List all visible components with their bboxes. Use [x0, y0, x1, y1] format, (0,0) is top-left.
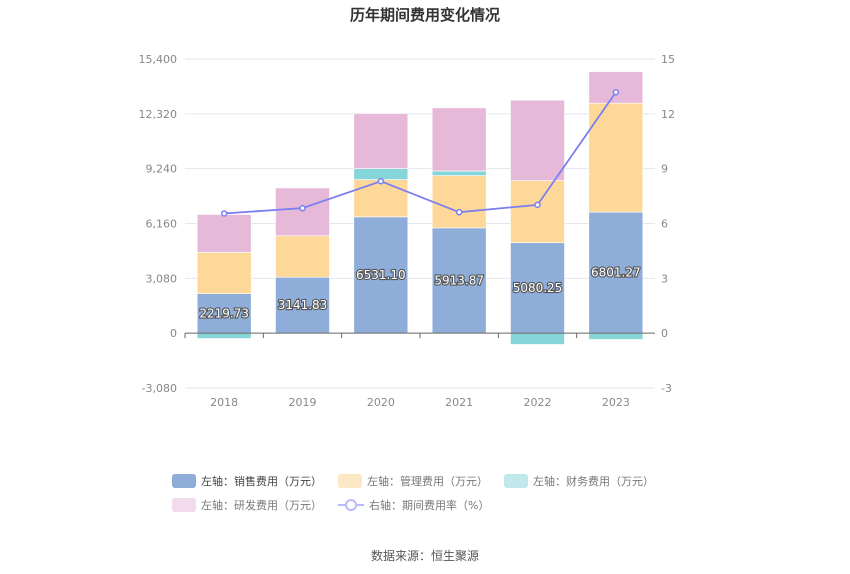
x-tick-label: 2021 [445, 396, 473, 409]
bar-2019-s3 [275, 187, 330, 237]
data-source: 数据来源：恒生聚源 [370, 549, 479, 563]
rate-point [299, 204, 306, 212]
bar-2019-s1 [275, 235, 330, 278]
x-tick-label: 2022 [524, 396, 552, 409]
bar-2018-s1 [196, 252, 252, 294]
legend-line-circle-icon [338, 499, 364, 511]
bar-value-label: 3141.83 [278, 298, 328, 312]
bar-2021-s1 [431, 175, 487, 229]
bar-2020-s2 [353, 168, 409, 180]
left-tick-label: 0 [170, 327, 177, 340]
legend-item-rate[interactable]: 右轴：期间费用率（%） [338, 497, 489, 513]
left-tick-label: 12,320 [139, 108, 178, 121]
rate-point [455, 208, 463, 216]
legend-label: 左轴：销售费用（万元） [201, 475, 322, 488]
bar-2023-s2 [588, 332, 644, 340]
bar-value-label: 5080.25 [513, 281, 563, 295]
left-tick-label: 6,160 [146, 218, 178, 231]
right-tick-label: 3 [661, 272, 668, 285]
legend-label: 左轴：财务费用（万元） [533, 475, 654, 488]
x-tick-label: 2018 [210, 396, 238, 409]
bar-2018-s0 [196, 293, 252, 334]
bar-value-label: 5913.87 [434, 274, 484, 288]
legend-item-sales[interactable]: 左轴：销售费用（万元） [172, 473, 322, 489]
bar-2022-s0 [510, 242, 565, 334]
bar-2020-s3 [353, 113, 409, 169]
rate-point [220, 210, 228, 217]
bar-value-label: 6801.27 [591, 266, 641, 280]
legend-label: 右轴：期间费用率（%） [369, 499, 490, 512]
right-tick-label: 6 [661, 218, 668, 231]
right-tick-label: 0 [661, 327, 668, 340]
bar-2020-s1 [353, 179, 409, 218]
bar-2021-s0 [431, 227, 487, 334]
rate-point [377, 178, 385, 185]
bar-2018-s2 [196, 332, 252, 339]
left-tick-label: 9,240 [146, 163, 178, 176]
left-tick-label: -3,080 [142, 382, 177, 395]
legend-item-finance[interactable]: 左轴：财务费用（万元） [504, 473, 654, 489]
bar-2022-s3 [510, 99, 565, 181]
legend-swatch-rd [172, 498, 196, 512]
bar-2022-s2 [510, 332, 565, 345]
bar-2020-s0 [353, 216, 409, 334]
x-tick-label: 2019 [289, 396, 317, 409]
legend-item-admin[interactable]: 左轴：管理费用（万元） [338, 473, 488, 489]
bar-2021-s2 [431, 170, 487, 176]
right-tick-label: -3 [661, 382, 672, 395]
bar-2023-s3 [588, 71, 644, 104]
legend-swatch-admin [338, 474, 362, 488]
rate-line [224, 91, 617, 215]
legend-item-rd[interactable]: 左轴：研发费用（万元） [172, 497, 322, 513]
bar-2023-s0 [588, 211, 644, 334]
legend-swatch-sales [172, 474, 196, 488]
x-tick-label: 2023 [602, 396, 630, 409]
bar-value-label: 2219.73 [199, 306, 249, 320]
legend-swatch-finance [504, 474, 528, 488]
bar-value-label: 6531.10 [356, 268, 406, 282]
bar-2021-s3 [431, 107, 487, 172]
right-tick-label: 9 [661, 163, 668, 176]
left-tick-label: 3,080 [146, 272, 178, 285]
rate-point [612, 89, 620, 96]
bar-2018-s3 [196, 214, 252, 253]
bar-2022-s1 [510, 180, 565, 244]
left-tick-label: 15,400 [139, 53, 178, 66]
legend-label: 左轴：研发费用（万元） [201, 499, 322, 512]
legend: 左轴：销售费用（万元） 左轴：管理费用（万元） 左轴：财务费用（万元） 左轴：研… [172, 474, 654, 522]
right-tick-label: 15 [661, 53, 675, 66]
rate-point [534, 201, 541, 209]
right-tick-label: 12 [661, 108, 675, 121]
bar-2019-s0 [275, 276, 330, 334]
legend-label: 左轴：管理费用（万元） [367, 475, 488, 488]
x-tick-label: 2020 [367, 396, 395, 409]
chart-title: 历年期间费用变化情况 [349, 6, 500, 24]
